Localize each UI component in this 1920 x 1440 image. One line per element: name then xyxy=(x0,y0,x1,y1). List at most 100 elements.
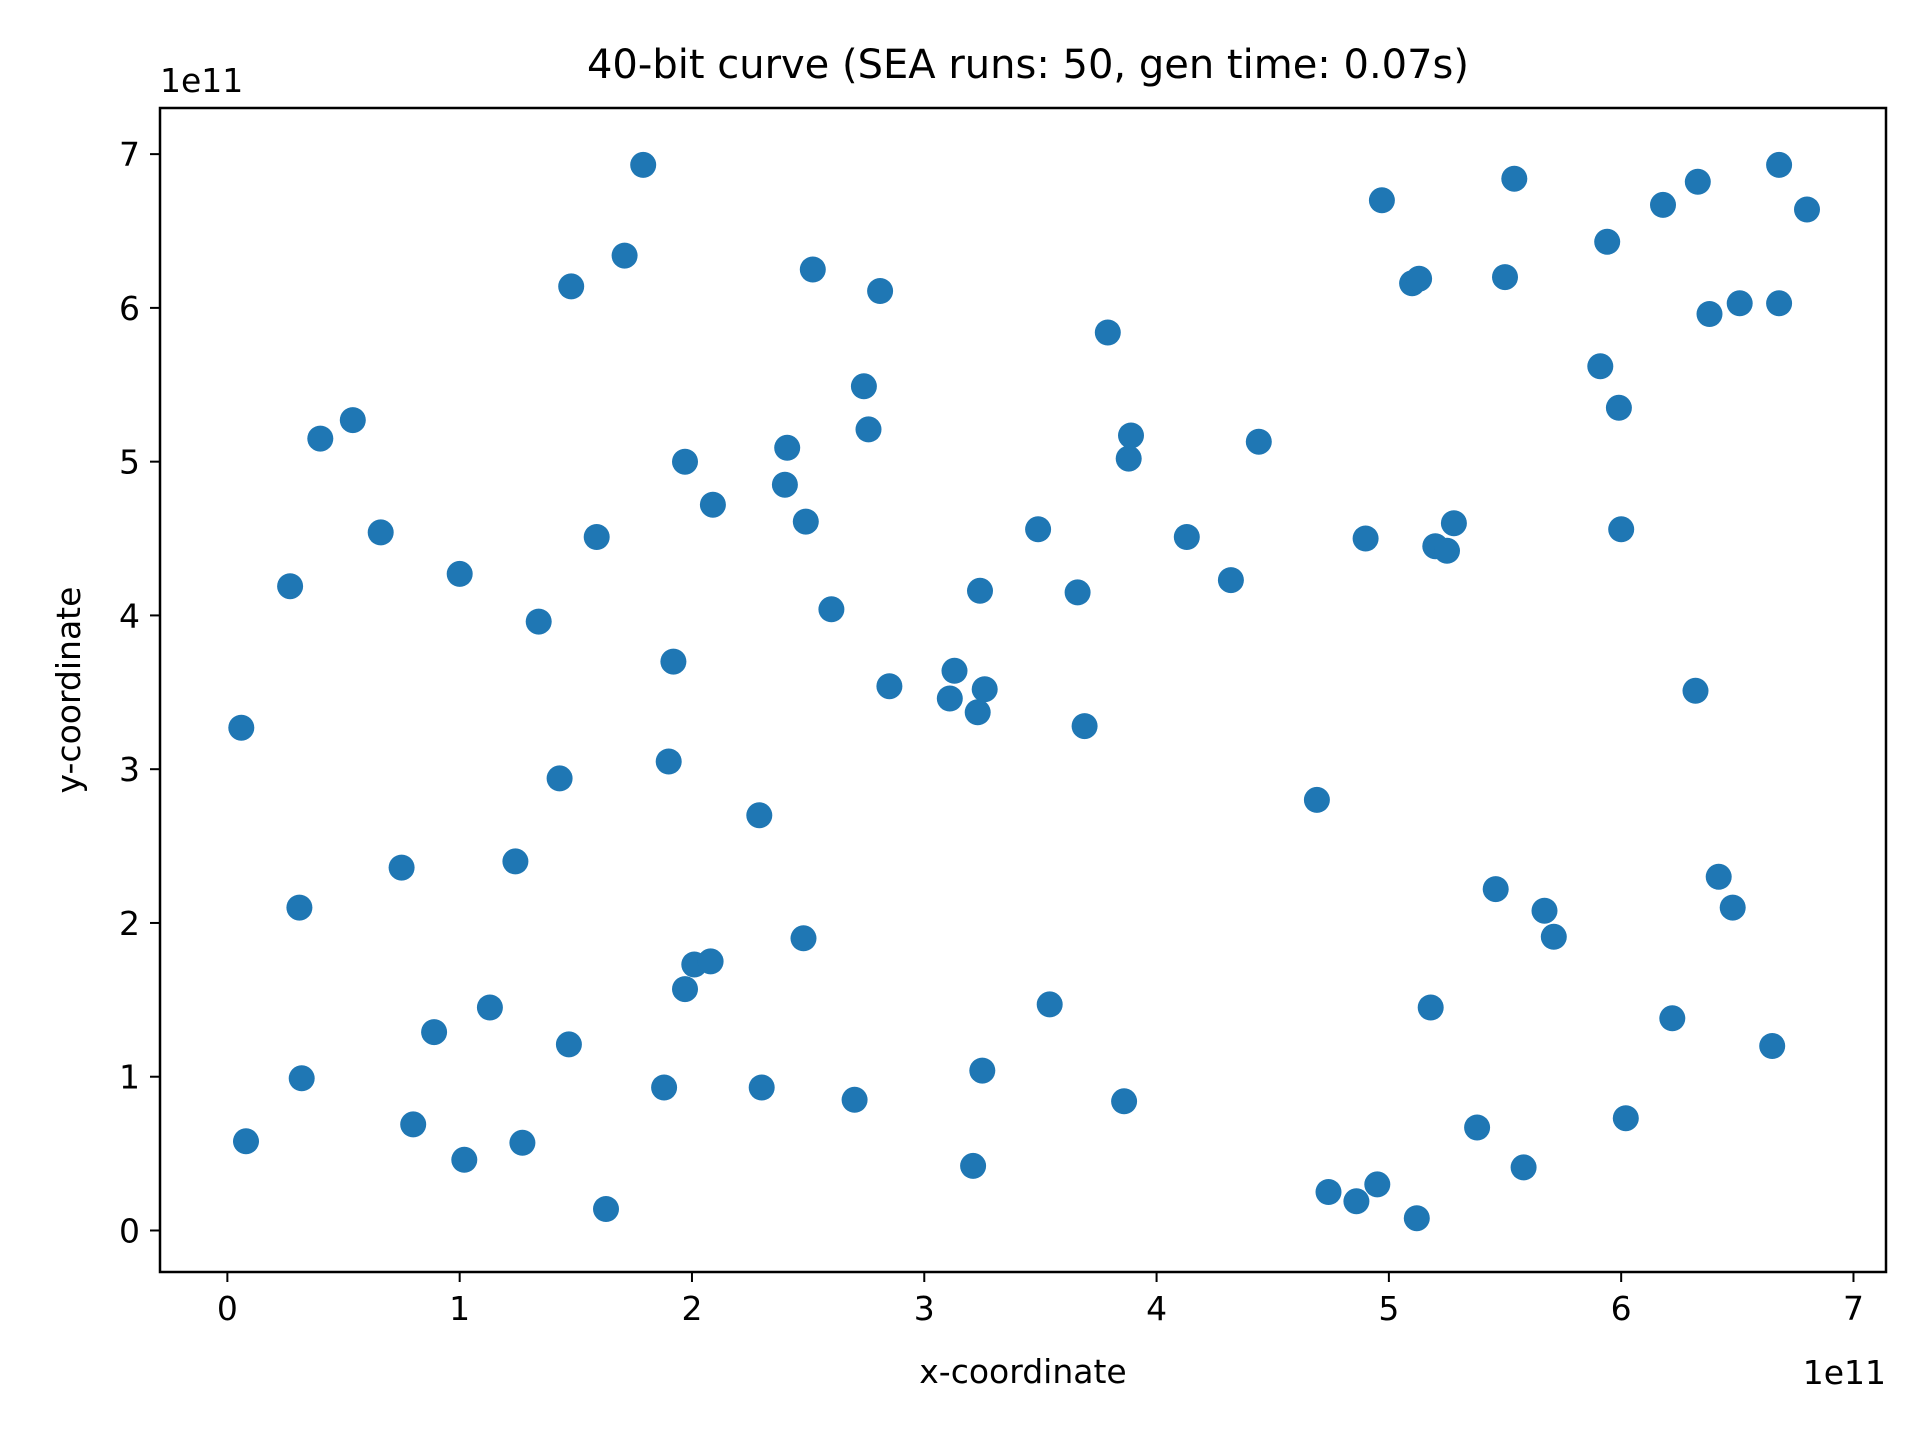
data-point-36 xyxy=(790,925,817,952)
data-point-13 xyxy=(476,994,503,1021)
data-point-7 xyxy=(367,519,394,546)
y-tick-label: 7 xyxy=(119,135,140,174)
y-tick-label: 1 xyxy=(119,1058,140,1097)
data-point-11 xyxy=(446,560,473,587)
y-offset-text: 1e11 xyxy=(160,61,243,100)
x-offset-text: 1e11 xyxy=(1803,1353,1886,1392)
data-point-35 xyxy=(774,434,801,461)
data-point-15 xyxy=(509,1129,536,1156)
data-point-20 xyxy=(583,524,610,550)
data-point-81 xyxy=(1531,897,1558,924)
data-point-30 xyxy=(697,948,724,975)
x-tick-label: 5 xyxy=(1378,1289,1399,1328)
data-point-87 xyxy=(1612,1105,1639,1132)
data-point-22 xyxy=(611,242,638,269)
data-point-66 xyxy=(1352,525,1379,552)
data-point-85 xyxy=(1605,394,1632,421)
data-point-1 xyxy=(233,1128,259,1155)
y-tick-label: 0 xyxy=(119,1211,140,1250)
x-axis-ticks: 0 1 2 3 4 5 6 7 xyxy=(217,1272,1864,1328)
data-point-33 xyxy=(748,1074,775,1101)
x-tick-label: 7 xyxy=(1843,1289,1864,1328)
data-point-70 xyxy=(1403,1205,1430,1232)
data-point-5 xyxy=(307,425,334,452)
data-point-90 xyxy=(1682,677,1709,704)
data-point-38 xyxy=(799,256,826,283)
data-point-54 xyxy=(1064,579,1091,606)
data-point-91 xyxy=(1684,168,1711,195)
data-point-76 xyxy=(1464,1114,1491,1141)
data-point-79 xyxy=(1501,165,1528,192)
data-point-55 xyxy=(1071,713,1098,740)
data-point-80 xyxy=(1510,1154,1537,1181)
data-point-40 xyxy=(841,1086,868,1113)
data-point-53 xyxy=(1036,991,1063,1018)
data-point-46 xyxy=(941,657,968,684)
y-tick-label: 6 xyxy=(119,289,140,328)
data-point-94 xyxy=(1719,894,1746,921)
data-point-2 xyxy=(277,573,304,600)
data-point-96 xyxy=(1759,1033,1786,1059)
data-point-3 xyxy=(286,894,313,921)
data-point-64 xyxy=(1315,1179,1342,1205)
data-point-84 xyxy=(1594,228,1621,255)
data-point-88 xyxy=(1650,191,1676,218)
data-point-86 xyxy=(1608,516,1635,543)
data-points xyxy=(228,151,1820,1232)
y-tick-label: 2 xyxy=(119,904,140,943)
x-tick-label: 2 xyxy=(681,1289,702,1328)
data-point-10 xyxy=(421,1019,448,1046)
data-point-43 xyxy=(867,278,894,304)
data-point-6 xyxy=(339,407,366,434)
data-point-39 xyxy=(818,596,845,623)
data-point-63 xyxy=(1303,786,1330,813)
data-point-26 xyxy=(660,648,687,675)
data-point-17 xyxy=(546,765,573,792)
data-point-45 xyxy=(936,685,963,712)
x-tick-label: 0 xyxy=(217,1289,238,1328)
data-point-44 xyxy=(876,673,903,700)
data-point-72 xyxy=(1417,994,1444,1021)
data-point-75 xyxy=(1440,510,1467,537)
data-point-32 xyxy=(746,802,773,829)
data-point-74 xyxy=(1434,537,1460,564)
data-point-89 xyxy=(1659,1005,1686,1032)
data-point-77 xyxy=(1482,876,1509,903)
y-tick-label: 4 xyxy=(119,596,140,635)
data-point-58 xyxy=(1115,445,1142,472)
data-point-4 xyxy=(288,1065,315,1092)
data-point-18 xyxy=(555,1031,582,1058)
x-tick-label: 4 xyxy=(1146,1289,1167,1328)
data-point-23 xyxy=(630,151,657,178)
data-point-37 xyxy=(792,508,819,535)
data-point-27 xyxy=(672,448,698,475)
data-point-97 xyxy=(1766,290,1793,317)
data-point-57 xyxy=(1111,1088,1138,1115)
data-point-8 xyxy=(388,854,415,881)
data-point-65 xyxy=(1343,1188,1370,1215)
x-tick-label: 1 xyxy=(449,1289,470,1328)
data-point-50 xyxy=(969,1057,996,1084)
data-point-49 xyxy=(967,577,993,604)
data-point-61 xyxy=(1217,567,1244,594)
data-point-42 xyxy=(855,416,882,443)
data-point-51 xyxy=(971,676,998,703)
data-point-41 xyxy=(850,373,877,400)
data-point-16 xyxy=(525,608,552,635)
data-point-93 xyxy=(1705,863,1732,890)
data-point-12 xyxy=(451,1146,478,1173)
data-point-28 xyxy=(672,976,698,1003)
data-point-21 xyxy=(593,1196,619,1222)
plot-frame xyxy=(158,106,1888,1274)
data-point-14 xyxy=(502,848,529,875)
data-point-60 xyxy=(1173,524,1200,550)
data-point-25 xyxy=(655,748,682,775)
data-point-48 xyxy=(964,699,991,726)
data-point-52 xyxy=(1025,516,1052,543)
data-point-31 xyxy=(699,491,726,518)
data-point-34 xyxy=(771,471,798,498)
data-point-0 xyxy=(228,714,255,741)
x-axis-label: x-coordinate xyxy=(919,1352,1126,1391)
